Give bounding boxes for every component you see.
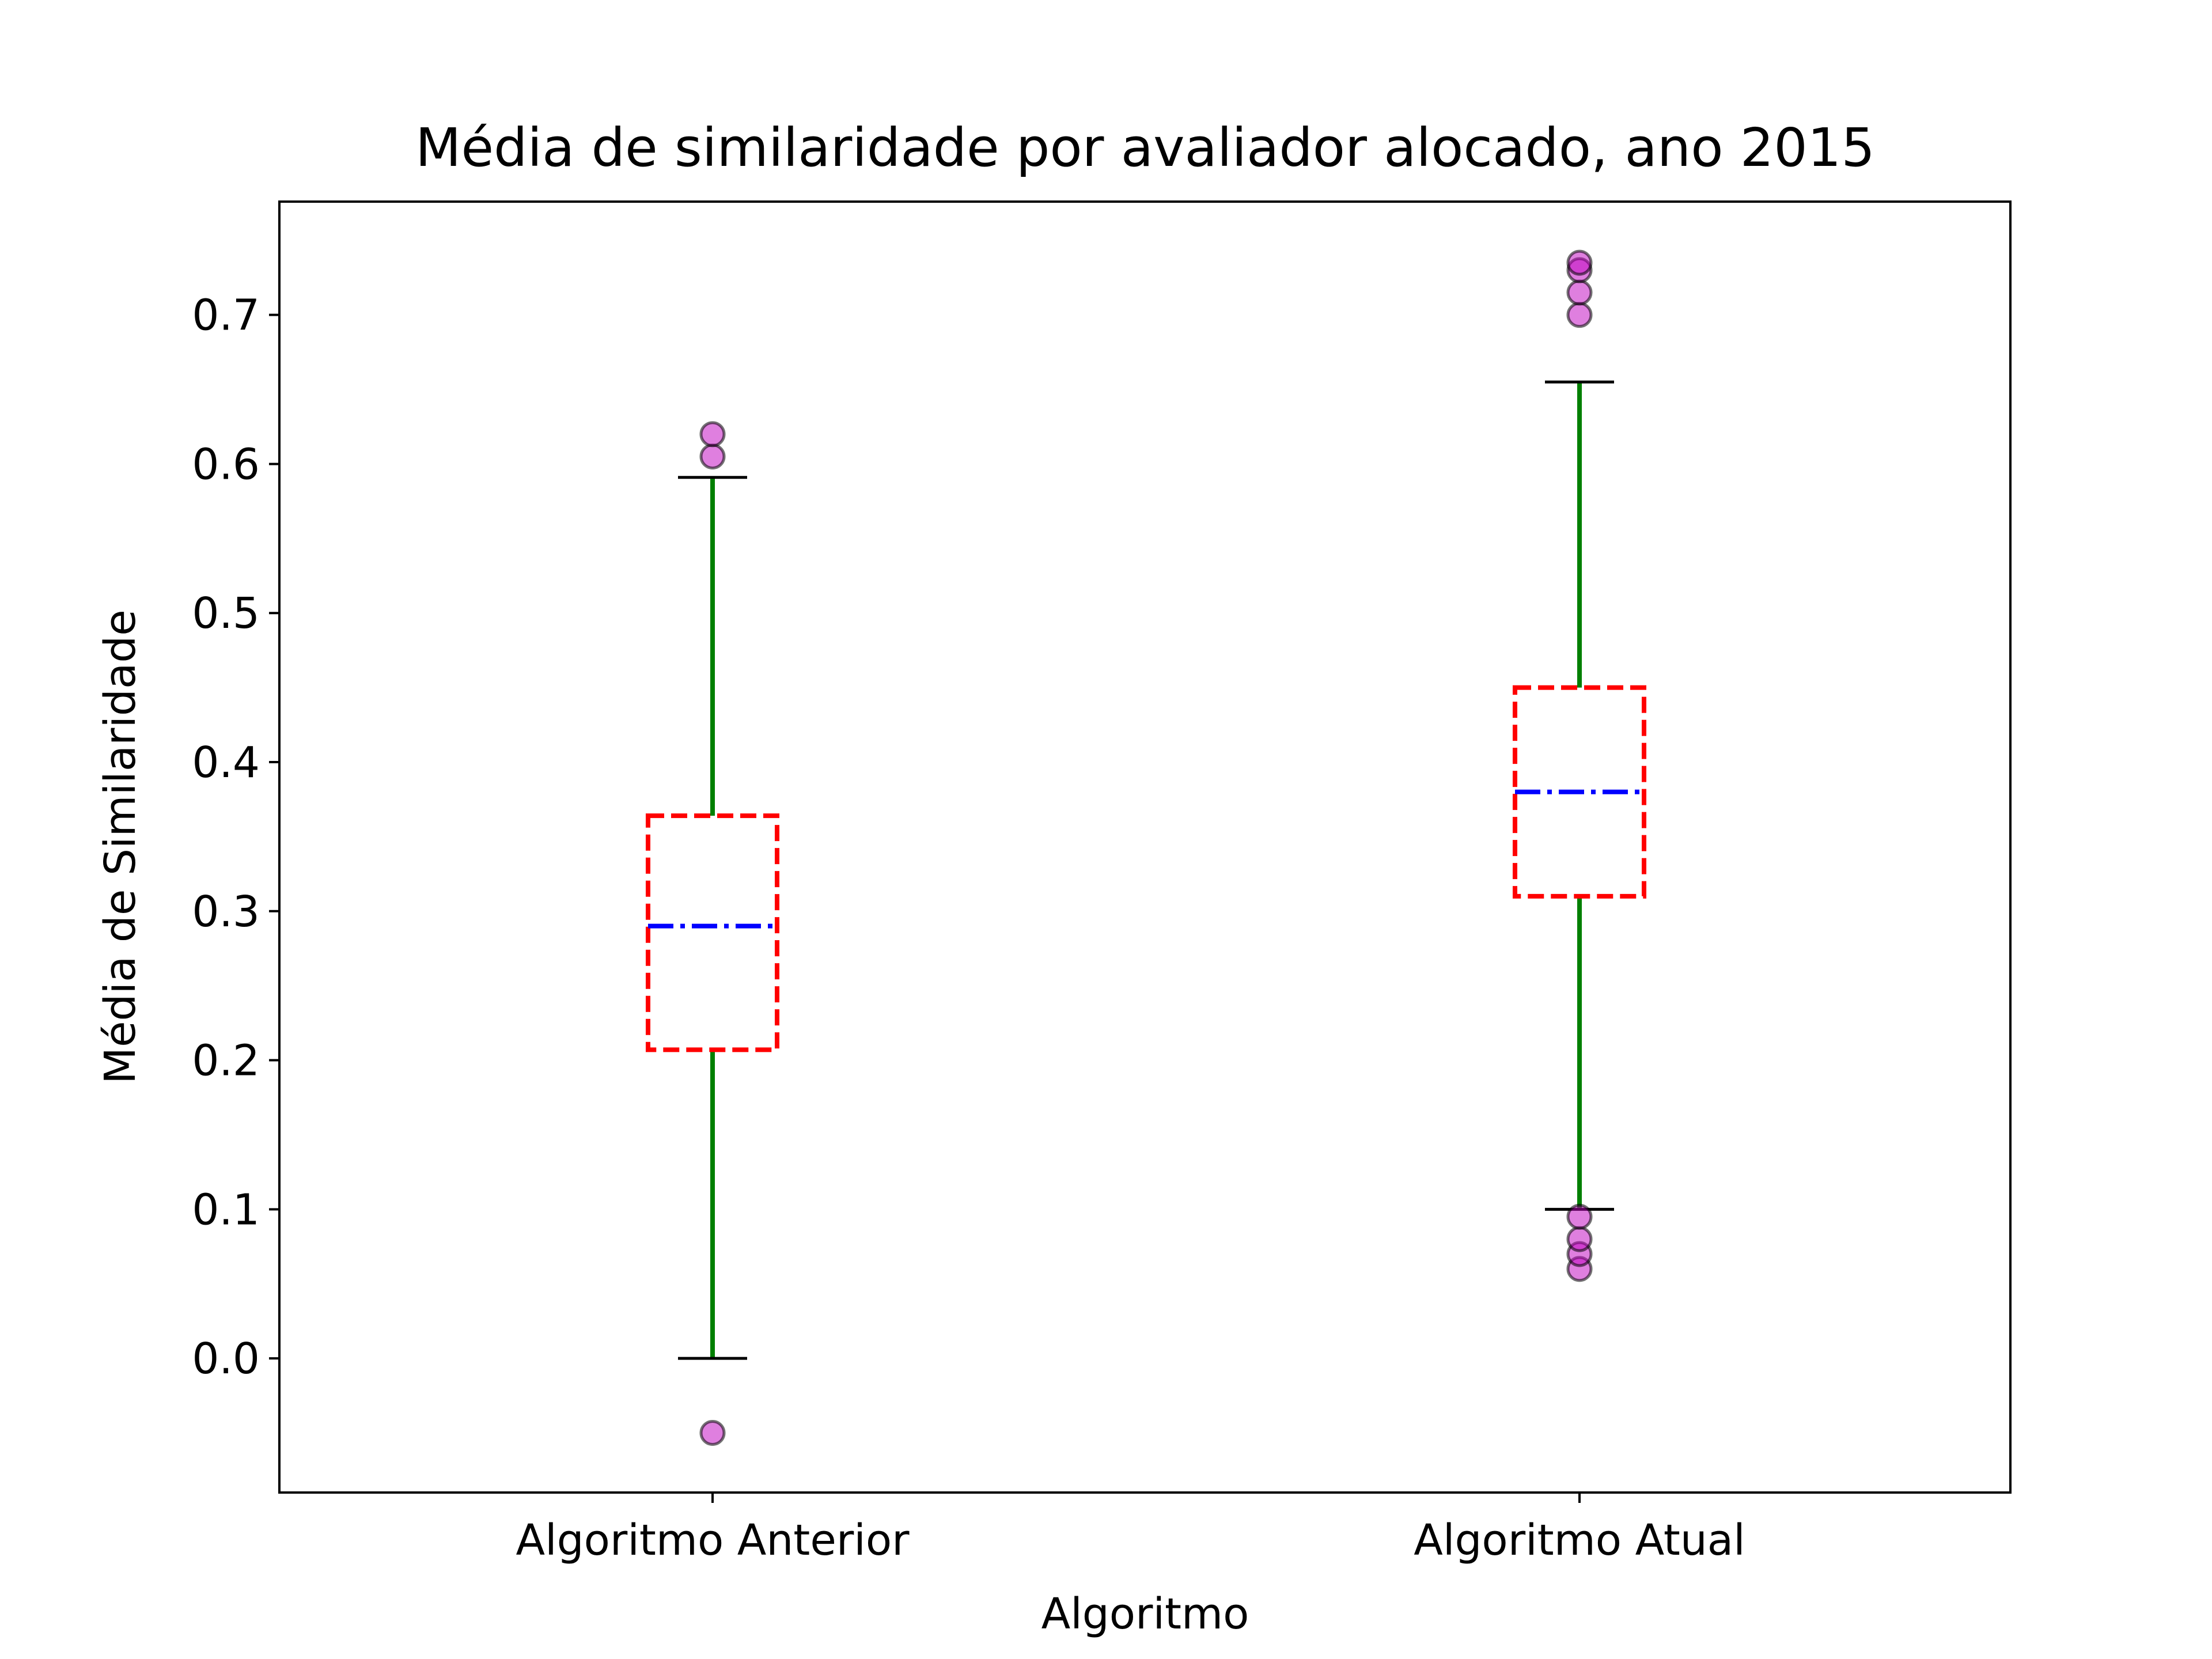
outlier-point bbox=[699, 444, 726, 470]
y-tick-label: 0.4 bbox=[192, 738, 260, 787]
outlier-point bbox=[1566, 1203, 1593, 1230]
plot-area bbox=[646, 249, 1646, 1446]
y-axis-label: Média de Similaridade bbox=[96, 609, 145, 1084]
outlier-point bbox=[699, 1419, 726, 1446]
outlier-point bbox=[1566, 302, 1593, 328]
chart-title: Média de similaridade por avaliador aloc… bbox=[415, 117, 1875, 179]
y-tick-label: 0.1 bbox=[192, 1185, 260, 1234]
x-tick-label: Algoritmo Anterior bbox=[516, 1516, 910, 1565]
y-tick-label: 0.0 bbox=[192, 1334, 260, 1384]
y-tick-label: 0.2 bbox=[192, 1036, 260, 1086]
x-axis-label: Algoritmo bbox=[1041, 1589, 1249, 1639]
y-tick-label: 0.3 bbox=[192, 887, 260, 937]
iqr-box bbox=[1513, 685, 1646, 899]
y-tick-label: 0.6 bbox=[192, 440, 260, 489]
iqr-box bbox=[646, 813, 779, 1052]
outlier-point bbox=[699, 421, 726, 448]
y-axis: 0.0 0.1 0.2 0.3 0.4 0.5 0.6 0.7 bbox=[192, 291, 279, 1384]
outlier-point bbox=[1566, 279, 1593, 306]
y-tick-label: 0.7 bbox=[192, 291, 260, 340]
outlier-point bbox=[1566, 249, 1593, 276]
box-group bbox=[1513, 249, 1646, 1282]
axes-frame bbox=[278, 200, 2012, 1494]
x-tick-label: Algoritmo Atual bbox=[1414, 1516, 1745, 1565]
x-axis: Algoritmo Anterior Algoritmo Atual bbox=[516, 1493, 1745, 1565]
y-tick-label: 0.5 bbox=[192, 589, 260, 638]
box-group bbox=[646, 421, 779, 1446]
outlier-point bbox=[1566, 1226, 1593, 1252]
